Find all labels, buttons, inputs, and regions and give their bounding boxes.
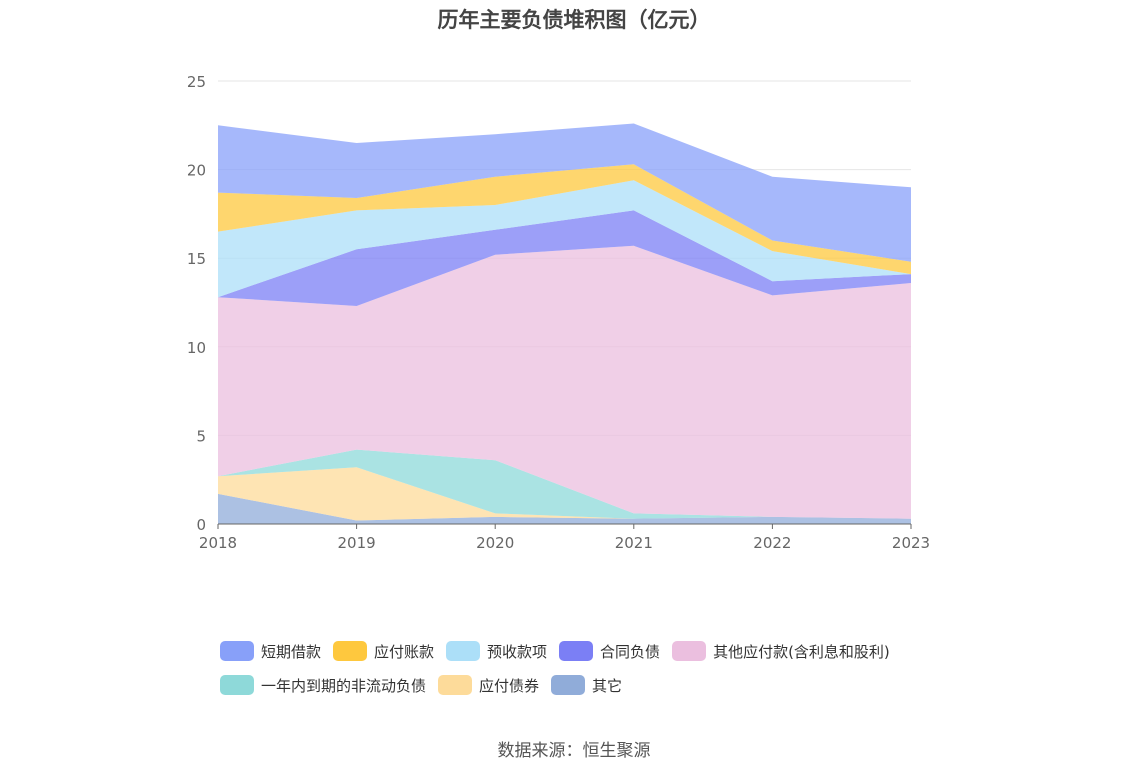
y-tick-label: 15 [187,250,206,268]
x-tick-label: 2021 [615,534,653,552]
legend-swatch [446,641,481,661]
legend-label: 应付账款 [374,642,435,661]
legend-label: 应付债券 [479,676,540,695]
area-series-group [218,123,911,524]
y-tick-label: 10 [187,339,206,357]
y-tick-label: 25 [187,73,206,91]
legend-label: 合同负债 [600,642,661,661]
legend-item[interactable]: 短期借款 [220,640,321,662]
chart-title: 历年主要负债堆积图（亿元） [437,8,711,32]
x-tick-label: 2018 [199,534,237,552]
legend-label: 预收款项 [487,642,548,661]
legend-swatch [333,641,368,661]
axes: 0 5 10 15 20 25 2018 2019 2020 2021 2022 2023 [187,73,930,552]
area-series-应付账款[interactable] [218,164,911,275]
area-series-一年内到期的非流动负债[interactable] [218,449,911,519]
legend-label: 一年内到期的非流动负债 [261,676,427,695]
source-note: 数据来源：恒生聚源 [497,741,651,761]
area-series-其它[interactable] [218,493,911,524]
legend-swatch [672,641,707,661]
x-tick-label: 2019 [338,534,376,552]
y-tick-label: 5 [196,427,206,445]
area-series-短期借款[interactable] [218,123,911,262]
legend-swatch [220,675,254,695]
x-tick-label: 2022 [753,534,791,552]
legend-swatch [220,641,254,661]
legend-item[interactable]: 其他应付款(含利息和股利) [672,640,890,662]
legend-item[interactable]: 预收款项 [446,640,547,662]
y-tick-label: 0 [196,516,206,534]
legend-swatch [559,641,594,661]
legend-label: 其他应付款(含利息和股利) [713,642,890,661]
legend-item[interactable]: 其它 [551,674,622,696]
area-series-其他应付款(含利息和股利)[interactable] [218,245,911,519]
legend-label: 短期借款 [261,642,322,661]
legend-item[interactable]: 应付债券 [438,674,539,696]
area-series-应付债券[interactable] [218,467,911,521]
legend-swatch [438,675,473,695]
legend-item[interactable]: 一年内到期的非流动负债 [220,674,426,696]
x-tick-label: 2023 [892,534,930,552]
area-series-预收款项[interactable] [218,180,911,298]
legend: 短期借款 应付账款 预收款项 合同负债 其他应付款(含利息和股利) 一年内到期的非流动负债… [220,640,980,708]
area-series-合同负债[interactable] [218,210,911,306]
legend-swatch [551,675,586,695]
legend-label: 其它 [592,676,623,695]
x-tick-label: 2020 [476,534,514,552]
y-tick-label: 20 [187,162,206,180]
legend-item[interactable]: 合同负债 [559,640,660,662]
legend-item[interactable]: 应付账款 [333,640,434,662]
